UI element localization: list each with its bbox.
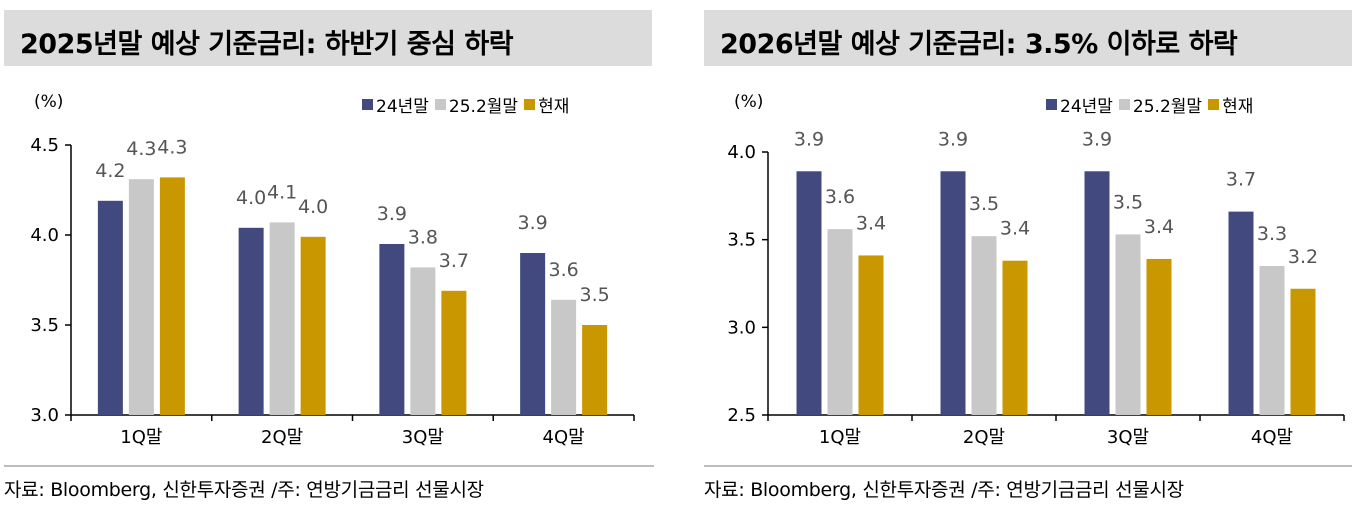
chart-title-bar: 2026년말 예상 기준금리: 3.5% 이하로 하락 [704,10,1352,66]
bar-value-label: 4.0 [236,187,266,209]
unit-label: (%) [734,92,764,112]
legend-swatch [434,99,446,110]
bar [940,171,966,415]
footer-divider [704,465,1352,467]
bar [971,236,997,415]
bar-value-label: 4.1 [267,181,297,203]
legend-swatch [524,99,536,110]
x-tick-label: 3Q말 [402,427,444,448]
bar [582,325,608,415]
legend-item-25-2: 25.2월말 [1118,92,1203,117]
source-note: 자료: Bloomberg, 신한투자증권 /주: 연방기금금리 선물시장 [4,479,484,501]
bar-value-label: 3.5 [1113,191,1143,213]
x-tick-label: 4Q말 [1251,427,1293,448]
bar-value-label: 3.6 [549,259,579,281]
y-tick-label: 3.5 [727,230,756,251]
legend-swatch [1208,99,1220,110]
bar [1146,258,1172,415]
bar-value-label: 4.2 [95,160,125,182]
bar [379,244,405,415]
bar [858,255,884,415]
legend-label: 25.2월말 [448,97,519,117]
x-tick-label: 1Q말 [120,427,162,448]
bar-value-label: 3.9 [938,128,968,150]
bar-value-label: 3.8 [408,226,438,248]
bar [1290,288,1316,415]
bar-value-label: 3.7 [439,250,469,272]
bar-value-label: 3.3 [1257,223,1287,245]
bar-value-label: 3.5 [580,284,610,306]
legend-label: 24년말 [1060,97,1113,117]
source-note: 자료: Bloomberg, 신한투자증권 /주: 연방기금금리 선물시장 [704,479,1184,501]
bar-value-label: 3.2 [1288,246,1318,268]
legend-label: 25.2월말 [1132,97,1203,117]
bar [1115,234,1141,415]
bar [796,171,822,415]
bar-value-label: 4.0 [298,196,328,218]
legend-item-24: 24년말 [362,92,429,117]
bar [159,177,185,415]
chart-title-bar: 2025년말 예상 기준금리: 하반기 중심 하락 [4,10,652,66]
legend-item-current: 현재 [1208,92,1253,117]
bar [551,299,577,415]
bar [97,200,123,415]
bar [1002,260,1028,415]
bar-chart-2026: 2.53.03.54.03.93.63.41Q말3.93.53.42Q말3.93… [727,128,1345,448]
legend-item-24: 24년말 [1046,92,1113,117]
bar [410,267,436,415]
legend-label: 24년말 [376,97,429,117]
legend-label: 현재 [1222,97,1254,117]
bar-value-label: 4.3 [126,138,156,160]
bar [827,229,853,415]
chart-title: 2025년말 예상 기준금리: 하반기 중심 하락 [20,29,514,60]
bar-value-label: 3.9 [794,128,824,150]
bar [1084,171,1110,415]
bar-value-label: 3.9 [518,212,548,234]
x-tick-label: 2Q말 [963,427,1005,448]
bar [238,227,264,415]
bar [520,253,546,415]
bar [1228,211,1254,415]
unit-label: (%) [34,92,64,112]
bar [1259,265,1285,415]
x-tick-label: 3Q말 [1107,427,1149,448]
y-tick-label: 4.5 [30,135,59,156]
bar-value-label: 3.4 [1144,216,1174,238]
y-tick-label: 4.0 [30,225,59,246]
bar-value-label: 4.3 [157,136,187,158]
bar-value-label: 3.5 [969,193,999,215]
bar [269,222,295,415]
y-tick-label: 3.0 [727,317,756,338]
y-tick-label: 3.0 [30,405,59,426]
y-tick-label: 4.0 [727,142,756,163]
bar-value-label: 3.6 [825,186,855,208]
chart-title: 2026년말 예상 기준금리: 3.5% 이하로 하락 [720,29,1238,60]
x-tick-label: 2Q말 [261,427,303,448]
legend-item-current: 현재 [524,92,569,117]
bar-value-label: 3.7 [1226,169,1256,191]
bar-value-label: 3.4 [856,212,886,234]
bar [441,290,467,415]
bar-value-label: 3.9 [1082,128,1112,150]
x-tick-label: 4Q말 [543,427,585,448]
x-tick-label: 1Q말 [819,427,861,448]
footer-divider [4,465,654,467]
legend-swatch [362,99,373,110]
legend-swatch [1118,99,1130,110]
legend-item-25-2: 25.2월말 [434,92,519,117]
y-tick-label: 3.5 [30,315,59,336]
legend-label: 현재 [538,97,570,117]
bar-value-label: 3.4 [1000,218,1030,240]
chart-legend: 24년말 25.2월말 현재 [1040,92,1253,117]
bar [128,179,154,415]
chart-panel-2026: 2026년말 예상 기준금리: 3.5% 이하로 하락 (%) 24년말 25.… [704,0,1352,514]
chart-legend: 24년말 25.2월말 현재 [356,92,569,117]
chart-panel-2025: 2025년말 예상 기준금리: 하반기 중심 하락 (%) 24년말 25.2월… [4,0,654,514]
bar-value-label: 3.9 [377,203,407,225]
bar [300,236,326,415]
legend-swatch [1046,99,1057,110]
y-tick-label: 2.5 [727,405,756,426]
